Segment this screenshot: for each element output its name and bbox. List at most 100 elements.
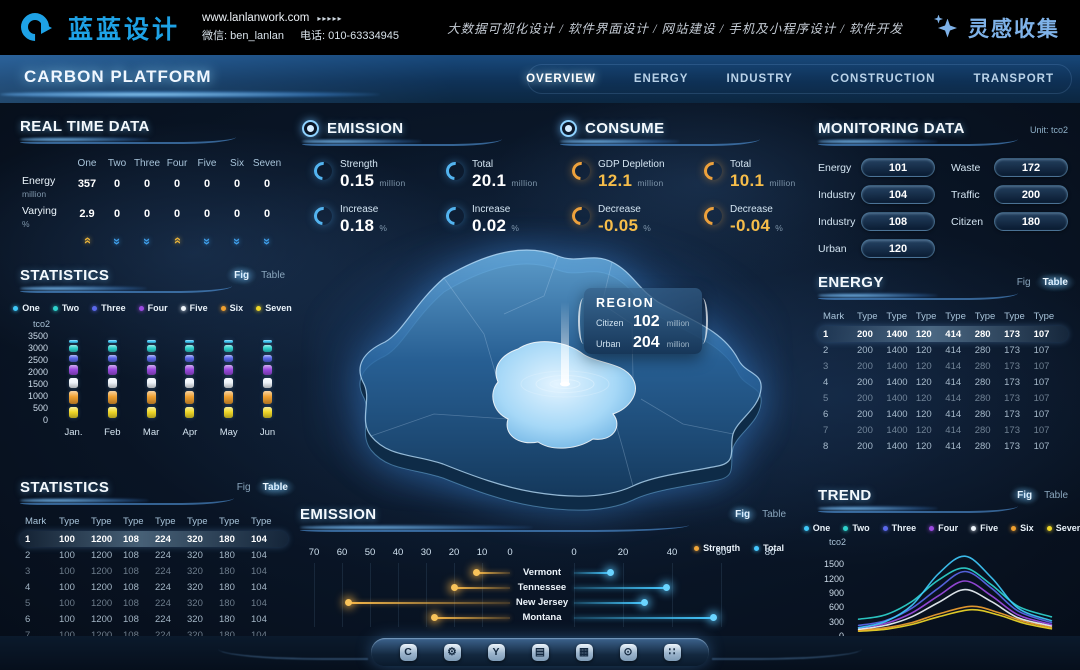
title-swoosh-decoration [818,292,1068,301]
tooltip-value: 204 [633,334,660,351]
brand-topbar: 蓝蓝设计 www.lanlanwork.com ▸▸▸▸▸ 微信: ben_la… [0,0,1080,55]
column-header: Type [1004,311,1025,322]
legend-dot [1046,525,1052,531]
table-row[interactable]: 2 100 1200 108 224 320 180 104 [20,547,288,563]
fig-toggle[interactable]: Fig [236,482,251,493]
carbon-hexagon-icon[interactable]: C [399,643,417,661]
table-row[interactable]: 1 200 1400 120 414 280 173 107 [818,326,1068,342]
fig-toggle[interactable]: Fig [226,266,258,285]
fig-toggle[interactable]: Fig [1016,277,1031,288]
trend-line-one [857,555,1053,629]
table-toggle[interactable]: Table [1044,490,1068,501]
trend-down-icon: » [222,232,252,253]
table-cell: 1200 [91,581,113,593]
tab-overview[interactable]: OVERVIEW [526,73,596,85]
legend-label: Six [1020,523,1034,533]
table-row[interactable]: 2 200 1400 120 414 280 173 107 [818,342,1068,358]
trend-down-icon: » [132,232,162,253]
tooltip-label: Urban [596,339,621,349]
title-swoosh-decoration [302,138,552,147]
wechat-label: 微信: ben_lanlan [202,30,284,42]
table-row[interactable]: 6 100 1200 108 224 320 180 104 [20,611,288,627]
nut-icon[interactable]: ⊙ [619,643,637,661]
trend-down-icon: » [192,232,222,253]
fig-toggle[interactable]: Fig [1009,486,1041,505]
main-nav: CARBON PLATFORM OVERVIEW ENERGY INDUSTRY CO… [0,55,1080,103]
charging-station-icon[interactable]: ▤ [531,643,549,661]
table-row[interactable]: 1 100 1200 108 224 320 180 104 [20,531,288,547]
state-label: Montana [522,612,562,623]
table-cell: 3 [823,360,829,372]
bar-segment-five [262,378,272,389]
region-3d-map[interactable] [292,216,808,512]
panel-title: MONITORING DATA [818,120,965,137]
table-cell: 320 [187,533,203,545]
table-row[interactable]: 7 200 1400 120 414 280 173 107 [818,422,1068,438]
bar-segment-six [224,391,234,405]
table-cell: 200 [857,344,873,356]
comet-arc-icon [700,203,726,229]
bar-segment-two [262,345,272,353]
stat-items: GDP Depletion 12.1 million Total 10.1 milli… [560,158,810,236]
table-toggle[interactable]: Table [762,509,786,520]
table-row[interactable]: 5 200 1400 120 414 280 173 107 [818,390,1068,406]
total-axis: 0 20 40 60 80 [571,547,775,559]
trend-line-six [857,605,1053,631]
rt-metric-name: Energy [22,175,56,187]
energy-y-icon[interactable]: Y [487,643,505,661]
table-cell: 414 [945,360,962,372]
stat-unit: million [511,178,538,188]
table-row[interactable]: 7 100 1200 108 224 320 180 104 [20,627,288,643]
apps-grid-icon[interactable]: ∷ [663,643,681,661]
website-link[interactable]: www.lanlanwork.com [202,12,310,24]
table-cell: 100 [59,629,75,641]
axis-tick-label: 10 [476,547,488,558]
table-cell: 414 [945,344,962,356]
table-cell: 224 [155,565,171,577]
trend-line-five [857,588,1053,631]
monitor-icon[interactable]: ▦ [575,643,593,661]
table-row[interactable]: 4 200 1400 120 414 280 173 107 [818,374,1068,390]
monitoring-value-pill: 180 [994,212,1068,231]
legend-item-six: Six [1011,523,1034,533]
stat-items: Strength 0.15 million Total 20.1 million Inc… [302,158,552,236]
table-toggle[interactable]: Table [254,478,297,497]
x-tick-label: Apr [182,427,198,438]
gear-icon[interactable]: ⚙ [443,643,461,661]
table-cell: 107 [1033,360,1050,372]
strength-dot [451,584,458,591]
tooltip-value: 102 [633,313,660,330]
tab-energy[interactable]: ENERGY [633,73,689,85]
table-cell: 107 [1033,440,1050,452]
legend-item-four: Four [138,303,168,313]
tab-industry[interactable]: INDUSTRY [726,73,793,85]
comet-arc-icon [568,203,594,229]
table-row[interactable]: 5 100 1200 108 224 320 180 104 [20,595,288,611]
view-toggle: Fig Table [1016,273,1077,292]
tab-transport[interactable]: TRANSPORT [973,73,1054,85]
monitoring-row: Industry 104 [818,185,935,204]
table-cell: 100 [59,533,75,545]
monitoring-label: Traffic [951,188,980,201]
table-row[interactable]: 3 200 1400 120 414 280 173 107 [818,358,1068,374]
column-header: Type [915,311,937,322]
y-tick-label: 900 [828,588,844,598]
table-toggle[interactable]: Table [261,270,285,281]
tab-construction[interactable]: CONSTRUCTION [830,73,936,85]
stat-text: Total 10.1 million [730,159,796,191]
fig-toggle[interactable]: Fig [727,505,759,524]
table-row[interactable]: 6 200 1400 120 414 280 173 107 [818,406,1068,422]
table-row[interactable]: 8 200 1400 120 414 280 173 107 [818,438,1068,454]
rt-column-header: Three [133,158,161,169]
table-row[interactable]: 3 100 1200 108 224 320 180 104 [20,563,288,579]
table-cell: 320 [187,613,203,625]
bar-segment-three [262,354,272,363]
table-row[interactable]: 4 100 1200 108 224 320 180 104 [20,579,288,595]
highlighted-region[interactable] [492,341,636,449]
brand-name: 蓝蓝设计 [68,15,181,44]
total-bar [574,599,649,606]
table-cell: 224 [155,597,171,609]
table-toggle[interactable]: Table [1034,273,1077,292]
table-cell: 8 [823,440,829,452]
column-header: Type [91,516,112,527]
